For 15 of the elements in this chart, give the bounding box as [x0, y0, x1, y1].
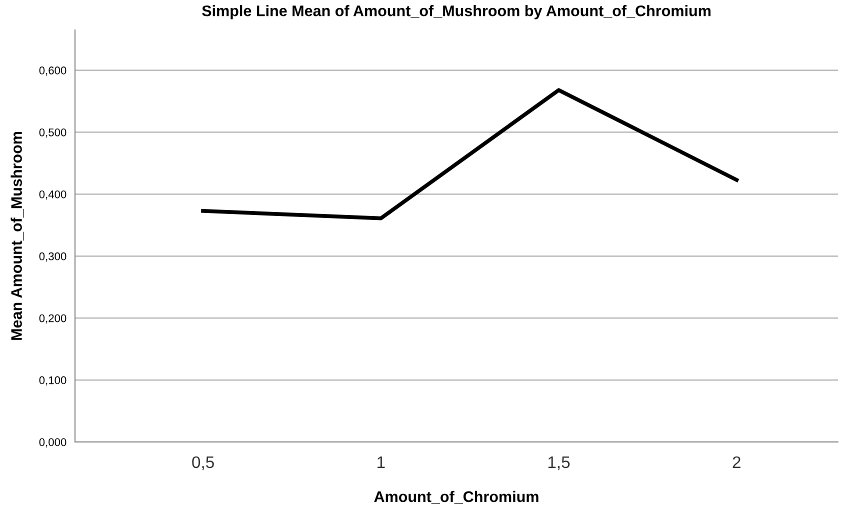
- y-tick-label: 0,500: [39, 128, 66, 138]
- chart-title: Simple Line Mean of Amount_of_Mushroom by Amount_of_Chromium: [202, 5, 710, 20]
- x-tick-label: 1,5: [548, 456, 570, 470]
- y-tick-label: 0,200: [39, 314, 66, 324]
- y-axis-title: Mean Amount_of_Mushroom: [10, 132, 24, 340]
- y-tick-label: 0,400: [39, 190, 66, 200]
- line-series: [201, 88, 739, 220]
- y-tick-label: 0,300: [39, 252, 66, 262]
- x-tick-label: 2: [732, 456, 740, 468]
- x-tick-label: 0,5: [192, 456, 214, 470]
- x-axis-title: Amount_of_Chromium: [374, 490, 538, 504]
- y-tick-label: 0,000: [39, 438, 66, 448]
- y-tick-label: 0,600: [39, 66, 66, 76]
- x-tick-label: 1: [378, 456, 385, 468]
- y-tick-label: 0,100: [39, 376, 66, 386]
